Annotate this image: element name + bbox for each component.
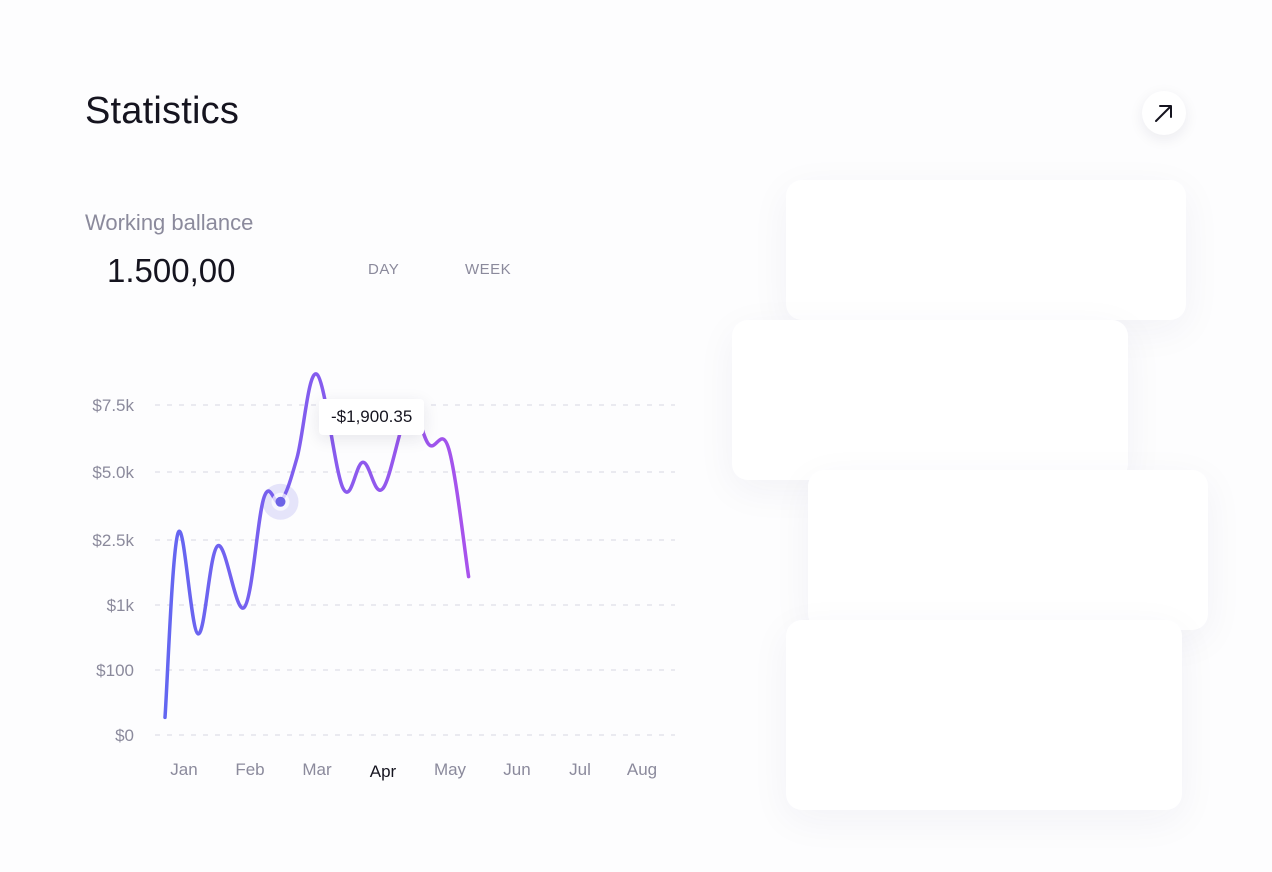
y-tick-label: $0 xyxy=(115,726,134,745)
ghost-card xyxy=(732,320,1128,480)
x-tick-label: Jul xyxy=(569,760,591,779)
x-tick-label: Jun xyxy=(503,760,530,779)
chart-tooltip: -$1,900.35 xyxy=(319,399,425,435)
balance-value: 1.500,00 xyxy=(107,252,236,289)
page-title: Statistics xyxy=(85,90,240,132)
y-tick-label: $5.0k xyxy=(92,463,134,482)
tab-week[interactable]: WEEK xyxy=(465,261,512,278)
y-tick-label: $2.5k xyxy=(92,531,134,550)
x-tick-label: Aug xyxy=(627,760,657,779)
arrow-up-right-icon xyxy=(1155,105,1172,122)
ghost-card xyxy=(786,620,1182,810)
ghost-card xyxy=(808,470,1208,630)
y-tick-label: $100 xyxy=(96,661,134,680)
y-tick-label: $1k xyxy=(107,596,135,615)
highlight-point[interactable] xyxy=(275,496,286,507)
x-tick-label: Jan xyxy=(170,760,197,779)
x-tick-label: Feb xyxy=(235,760,264,779)
balance-label: Working ballance xyxy=(85,210,254,235)
y-tick-label: $7.5k xyxy=(92,396,134,415)
tab-day[interactable]: DAY xyxy=(368,261,400,278)
x-tick-label: May xyxy=(434,760,467,779)
x-tick-label: Mar xyxy=(302,760,332,779)
expand-button[interactable] xyxy=(1142,91,1186,135)
ghost-card xyxy=(786,180,1186,320)
x-tick-label: Apr xyxy=(370,762,397,781)
